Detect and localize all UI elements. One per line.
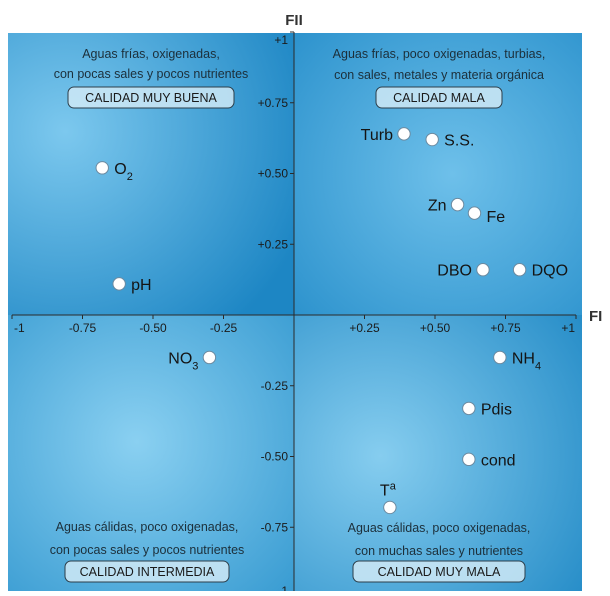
point-t: Ta — [380, 480, 397, 515]
y-tick-label: -0.50 — [261, 450, 289, 464]
x-tick-label: +0.75 — [490, 321, 521, 335]
y-tick-label: +1 — [274, 33, 288, 47]
point-label: Fe — [486, 209, 505, 226]
quality-badge — [352, 560, 526, 583]
quadrant-description: con sales, metales y materia orgánica — [334, 68, 544, 82]
point-marker — [425, 132, 439, 147]
quadrant-bg-top-left — [8, 33, 294, 315]
point-turb: Turb — [361, 127, 411, 144]
point-marker — [512, 263, 527, 277]
point-dbo: DBO — [437, 263, 490, 280]
x-tick-label: -0.25 — [210, 321, 238, 335]
quadrant-bg-top-right — [294, 33, 582, 315]
y-tick-label: +0.75 — [258, 96, 289, 110]
point-cond: cond — [462, 452, 516, 469]
point-label: Ta — [380, 480, 397, 499]
point-marker — [202, 350, 217, 365]
point-label: Pdis — [481, 401, 512, 418]
point-nh4: NH4 — [493, 350, 541, 372]
quadrant-description: con pocas sales y pocos nutrientes — [50, 543, 245, 557]
quality-badge — [64, 560, 230, 583]
quality-label: CALIDAD MUY MALA — [378, 565, 501, 579]
quadrant-bg-bottom-right — [294, 315, 582, 596]
y-axis-label: FII — [285, 12, 303, 29]
point-marker — [462, 401, 476, 416]
quadrant-description: con pocas sales y pocos nutrientes — [54, 67, 249, 81]
point-zn: Zn — [428, 197, 465, 215]
x-tick-label: -0.75 — [69, 321, 97, 335]
point-label: S.S. — [444, 133, 474, 150]
quality-label: CALIDAD MUY BUENA — [85, 91, 217, 105]
y-tick-label: +0.25 — [258, 237, 289, 251]
point-marker — [397, 127, 411, 141]
quadrant-labels: Aguas frías, oxigenadas, con pocas sales … — [50, 47, 546, 583]
y-tick-label: -1 — [277, 584, 288, 591]
quadrant-description: con muchas sales y nutrientes — [355, 544, 523, 558]
quadrant-bottom-left: Aguas cálidas, poco oxigenadas, con pocas… — [50, 520, 245, 583]
quality-label: CALIDAD MALA — [393, 91, 485, 105]
point-marker — [467, 206, 482, 220]
quadrant-bottom-right: Aguas cálidas, poco oxigenadas, con mucha… — [348, 521, 531, 583]
point-fe: Fe — [467, 206, 505, 226]
point-label: cond — [481, 452, 516, 469]
point-label: pH — [131, 277, 151, 294]
quadrant-description: Aguas frías, oxigenadas, — [82, 47, 220, 61]
quality-badge — [67, 86, 235, 109]
y-tick-label: -0.25 — [261, 379, 289, 393]
point-label: NH4 — [512, 350, 541, 372]
point-pdis: Pdis — [462, 401, 512, 418]
point-label: Turb — [361, 127, 393, 144]
y-tick-label: +0.50 — [258, 167, 289, 181]
point-label: DBO — [437, 263, 472, 280]
point-marker — [95, 161, 109, 175]
x-tick-label: +0.50 — [420, 321, 451, 335]
quadrant-description: Aguas cálidas, poco oxigenadas, — [348, 521, 531, 535]
point-marker — [112, 277, 126, 291]
quadrant-top-right: Aguas frías, poco oxigenadas, turbias, co… — [333, 47, 546, 109]
point-no3: NO3 — [168, 350, 217, 372]
x-tick-label: +0.25 — [349, 321, 380, 335]
x-tick-label: -1 — [14, 321, 25, 335]
point-o2: O2 — [95, 161, 133, 183]
x-tick-label: +1 — [561, 321, 575, 335]
quadrant-top-left: Aguas frías, oxigenadas, con pocas sales … — [54, 47, 249, 109]
quality-badge — [375, 86, 503, 109]
point-label: O2 — [114, 161, 133, 183]
point-ph: pH — [112, 277, 152, 294]
data-points: O2 pH NO3 Turb S.S. Zn Fe DBO DQO NH4 Pdis cond Ta — [95, 127, 568, 515]
point-marker — [450, 197, 465, 212]
x-tick-label: -0.50 — [139, 321, 167, 335]
point-marker — [462, 452, 476, 467]
quadrant-description: Aguas frías, poco oxigenadas, turbias, — [333, 47, 546, 61]
point-dqo: DQO — [512, 263, 568, 280]
quadrant-description: Aguas cálidas, poco oxigenadas, — [56, 520, 239, 534]
point-marker — [383, 500, 397, 515]
axes: -1 -0.75 -0.50 -0.25 +0.25 +0.50 +0.75 +1 +1 +0.7… — [11, 31, 577, 596]
quality-label: CALIDAD INTERMEDIA — [80, 565, 215, 579]
y-tick-label: -0.75 — [261, 520, 289, 534]
point-marker — [476, 263, 490, 277]
point-ss: S.S. — [425, 132, 474, 150]
quadrant-bg-bottom-left — [8, 315, 294, 596]
point-label: Zn — [428, 198, 447, 215]
point-label: NO3 — [168, 350, 198, 372]
point-marker — [493, 350, 507, 365]
point-label: DQO — [532, 263, 568, 280]
x-axis-label: FI — [589, 308, 602, 325]
